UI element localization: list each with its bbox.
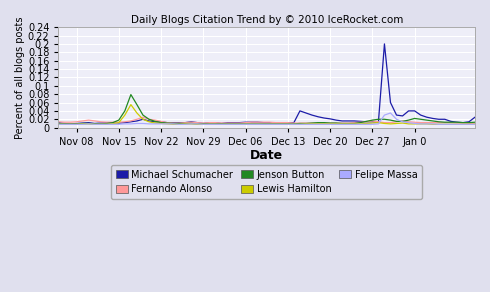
Legend: Michael Schumacher, Fernando Alonso, Jenson Button, Lewis Hamilton, Felipe Massa: Michael Schumacher, Fernando Alonso, Jen… [111, 165, 422, 199]
Y-axis label: Percent of all blogs posts: Percent of all blogs posts [15, 16, 25, 139]
Title: Daily Blogs Citation Trend by © 2010 IceRocket.com: Daily Blogs Citation Trend by © 2010 Ice… [130, 15, 403, 25]
X-axis label: Date: Date [250, 150, 283, 162]
